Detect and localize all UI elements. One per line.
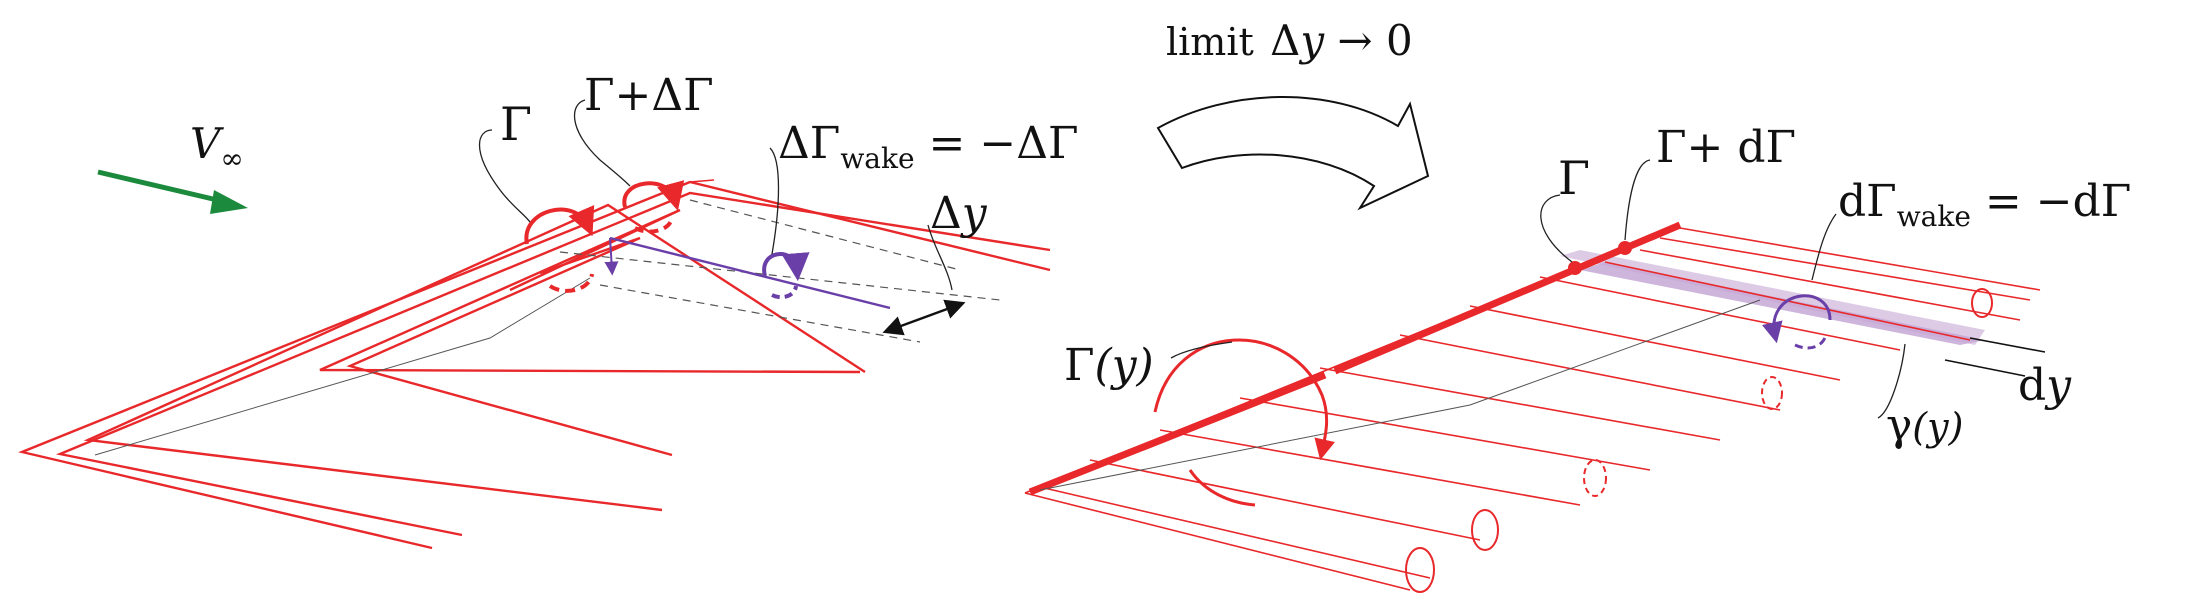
left-wake-circulation-label: ΔΓwake = −ΔΓ xyxy=(778,118,1079,175)
curved-arrow-icon xyxy=(1156,96,1430,211)
dy-reference-lines xyxy=(1944,337,2046,377)
v-infinity-label: V∞ xyxy=(190,119,244,175)
circulation-arrow-icon xyxy=(524,180,810,300)
left-label-leaders xyxy=(478,99,953,291)
right-panel: Γ Γ+ dΓ dΓwake = −dΓ Γ(y) dy γ(y) xyxy=(1024,122,2131,593)
left-wake-vortex xyxy=(609,236,891,310)
left-gamma-plus-label: Γ+ΔΓ xyxy=(584,70,714,121)
left-wing-outline xyxy=(21,179,715,549)
left-horseshoe-vortices xyxy=(18,180,1051,550)
left-gamma-label: Γ xyxy=(500,97,532,151)
left-horseshoe-inner xyxy=(346,236,673,457)
gamma-of-y-label: Γ(y) xyxy=(1064,340,1154,391)
freestream-arrow-icon xyxy=(97,169,248,214)
delta-y-label: Δy xyxy=(930,188,988,239)
delta-y-dimension-arrow xyxy=(882,299,966,336)
circulation-arrow-icon xyxy=(1153,288,1993,593)
transition: limit Δy → 0 xyxy=(1156,16,1430,211)
left-leader-line xyxy=(94,277,591,456)
left-wake-strip xyxy=(559,199,1001,343)
right-wake-circulation-label: dΓwake = −dΓ xyxy=(1838,176,2131,233)
right-gamma-label: Γ xyxy=(1558,151,1590,205)
sheet-strength-label: γ(y) xyxy=(1886,400,1963,451)
left-panel: V∞ Γ Γ+ΔΓ ΔΓwake = −ΔΓ Δy xyxy=(18,70,1079,550)
right-label-leaders xyxy=(1170,159,1906,419)
gamma-plus-point xyxy=(1618,241,1632,255)
right-leader-line xyxy=(1039,299,1761,491)
limit-expression-label: Δy → 0 xyxy=(1270,16,1413,65)
bound-vortex xyxy=(1028,371,1327,496)
dy-label: dy xyxy=(2018,360,2072,411)
gamma-point xyxy=(1568,261,1582,275)
limit-word-label: limit xyxy=(1166,20,1254,64)
right-gamma-plus-label: Γ+ dΓ xyxy=(1656,122,1796,173)
